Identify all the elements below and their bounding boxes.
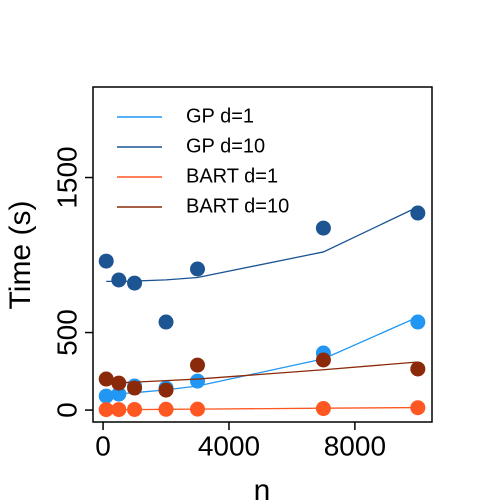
fit-line	[106, 406, 418, 411]
point	[190, 357, 206, 373]
fit-line	[106, 316, 419, 396]
point	[158, 382, 174, 398]
legend-label: BART d=10	[186, 195, 289, 217]
point	[158, 401, 174, 417]
y-tick-label: 1500	[51, 146, 82, 208]
y-axis-label: Time (s)	[4, 201, 37, 310]
point	[190, 401, 206, 417]
point	[111, 375, 127, 391]
x-axis-label: n	[254, 474, 271, 504]
x-tick-label: 8000	[324, 430, 386, 461]
legend-label: GP d=1	[186, 105, 254, 127]
point	[127, 380, 143, 396]
point	[315, 352, 331, 368]
point	[315, 401, 331, 417]
point	[410, 314, 426, 330]
plot-frame	[92, 86, 433, 423]
legend-label: GP d=10	[186, 135, 265, 157]
x-tick-label: 0	[95, 430, 111, 461]
point	[410, 205, 426, 221]
point	[98, 388, 114, 404]
point	[127, 401, 143, 417]
point	[410, 361, 426, 377]
y-tick-label: 0	[51, 402, 82, 418]
point	[111, 386, 127, 402]
point	[98, 371, 114, 387]
point	[98, 402, 114, 418]
point	[158, 314, 174, 330]
point	[190, 261, 206, 277]
fit-line	[106, 206, 419, 283]
point	[111, 402, 127, 418]
point	[111, 272, 127, 288]
point	[127, 275, 143, 291]
point	[410, 400, 426, 416]
point	[190, 373, 206, 389]
y-tick-label: 500	[51, 309, 82, 356]
point	[98, 253, 114, 269]
x-tick-label: 4000	[198, 430, 260, 461]
legend-label: BART d=1	[186, 165, 278, 187]
point	[315, 220, 331, 236]
